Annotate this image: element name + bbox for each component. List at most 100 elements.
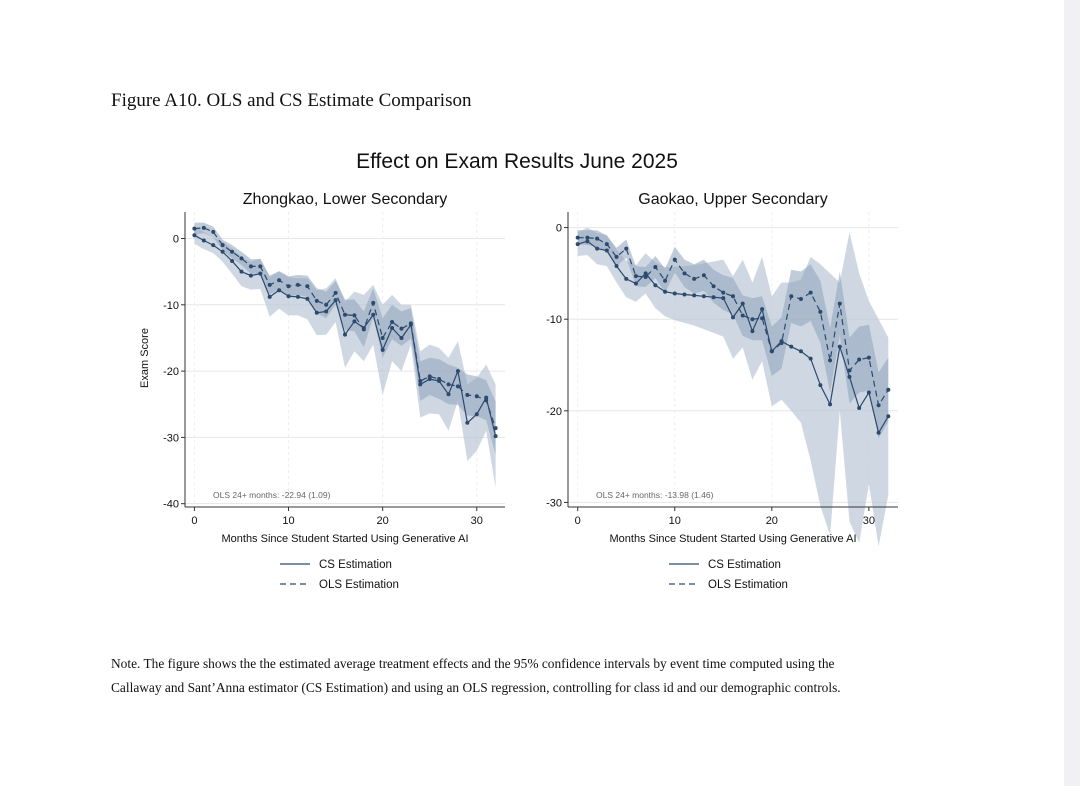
data-point bbox=[248, 273, 253, 278]
data-point bbox=[277, 278, 282, 283]
y-tick-label: -30 bbox=[546, 497, 562, 509]
data-point bbox=[399, 335, 404, 340]
data-point bbox=[286, 284, 291, 289]
data-point bbox=[211, 229, 216, 234]
x-tick-label: 10 bbox=[282, 515, 294, 527]
panel-subtitle: Zhongkao, Lower Secondary bbox=[243, 191, 448, 208]
data-point bbox=[474, 394, 479, 399]
data-point bbox=[837, 344, 842, 349]
data-point bbox=[808, 356, 813, 361]
data-point bbox=[750, 329, 755, 334]
data-point bbox=[886, 387, 891, 392]
data-point bbox=[380, 347, 385, 352]
data-point bbox=[604, 242, 609, 247]
data-point bbox=[201, 238, 206, 243]
ols-annotation: OLS 24+ months: -13.98 (1.46) bbox=[596, 490, 714, 500]
data-point bbox=[324, 302, 329, 307]
data-point bbox=[493, 426, 498, 431]
data-point bbox=[672, 291, 677, 296]
data-point bbox=[239, 269, 244, 274]
data-point bbox=[721, 296, 726, 301]
x-tick-label: 20 bbox=[377, 515, 389, 527]
x-tick-label: 10 bbox=[669, 515, 681, 527]
data-point bbox=[380, 335, 385, 340]
ols-series-line bbox=[194, 227, 497, 429]
data-point bbox=[230, 249, 235, 254]
data-point bbox=[371, 312, 376, 317]
data-point bbox=[614, 264, 619, 269]
confidence-band bbox=[577, 230, 889, 439]
data-point bbox=[418, 379, 423, 384]
data-point bbox=[575, 242, 580, 247]
data-point bbox=[324, 309, 329, 314]
y-tick-label: -40 bbox=[163, 499, 179, 511]
scrollbar-track[interactable] bbox=[1064, 0, 1080, 786]
data-point bbox=[663, 278, 668, 283]
data-point bbox=[352, 319, 357, 324]
data-point bbox=[789, 294, 794, 299]
data-point bbox=[653, 264, 658, 269]
data-point bbox=[220, 243, 225, 248]
data-point bbox=[446, 382, 451, 387]
data-point bbox=[701, 273, 706, 278]
data-point bbox=[682, 271, 687, 276]
data-point bbox=[446, 392, 451, 397]
data-point bbox=[692, 276, 697, 281]
data-point bbox=[624, 276, 629, 281]
data-point bbox=[798, 297, 803, 302]
data-point bbox=[390, 320, 395, 325]
data-point bbox=[248, 264, 253, 269]
data-point bbox=[876, 430, 881, 435]
chart-figure: Effect on Exam Results June 2025 Exam Sc… bbox=[139, 150, 898, 591]
data-point bbox=[286, 294, 291, 299]
panel-subtitle: Gaokao, Upper Secondary bbox=[638, 191, 827, 208]
data-point bbox=[258, 264, 263, 269]
note-line: Note. The figure shows the the estimated… bbox=[111, 656, 835, 671]
data-point bbox=[305, 284, 310, 289]
data-point bbox=[575, 235, 580, 240]
data-point bbox=[361, 327, 366, 332]
panel-gaokao: 0 -10 -20 -30 0 10 20 30 Gaokao, Upper Secondary… bbox=[546, 191, 898, 591]
data-point bbox=[258, 271, 263, 276]
data-point bbox=[808, 290, 813, 295]
x-axis-label: Months Since Student Started Using Gener… bbox=[609, 533, 856, 545]
data-point bbox=[828, 402, 833, 407]
y-tick-label: -30 bbox=[163, 432, 179, 444]
data-point bbox=[701, 294, 706, 299]
data-point bbox=[267, 282, 272, 287]
data-point bbox=[721, 290, 726, 295]
data-point bbox=[866, 355, 871, 360]
data-point bbox=[633, 274, 638, 279]
data-point bbox=[818, 383, 823, 388]
data-point bbox=[818, 309, 823, 314]
data-point bbox=[798, 349, 803, 354]
y-tick-label: -20 bbox=[546, 406, 562, 418]
legend-label: CS Estimation bbox=[319, 559, 392, 571]
data-point bbox=[740, 313, 745, 318]
x-tick-label: 30 bbox=[863, 515, 875, 527]
data-point bbox=[653, 283, 658, 288]
data-point bbox=[192, 233, 197, 238]
data-point bbox=[857, 357, 862, 362]
legend-label: OLS Estimation bbox=[708, 579, 788, 591]
data-point bbox=[731, 294, 735, 299]
ols-series-line bbox=[577, 237, 889, 407]
data-point bbox=[484, 398, 489, 403]
legend-label: CS Estimation bbox=[708, 559, 781, 571]
data-point bbox=[314, 310, 319, 315]
data-point bbox=[343, 312, 347, 317]
data-point bbox=[837, 301, 842, 306]
data-point bbox=[886, 414, 891, 419]
data-point bbox=[399, 326, 404, 331]
data-point bbox=[192, 226, 197, 231]
data-point bbox=[789, 344, 794, 349]
data-point bbox=[624, 246, 629, 251]
data-point bbox=[371, 300, 376, 305]
x-tick-label: 30 bbox=[471, 515, 483, 527]
panel-zhongkao: 0 -10 -20 -30 -40 0 10 20 30 Zhongkao, Lower Seco… bbox=[163, 191, 505, 591]
data-point bbox=[711, 295, 716, 300]
data-point bbox=[295, 282, 300, 287]
x-tick-label: 0 bbox=[575, 515, 581, 527]
data-point bbox=[692, 293, 697, 298]
